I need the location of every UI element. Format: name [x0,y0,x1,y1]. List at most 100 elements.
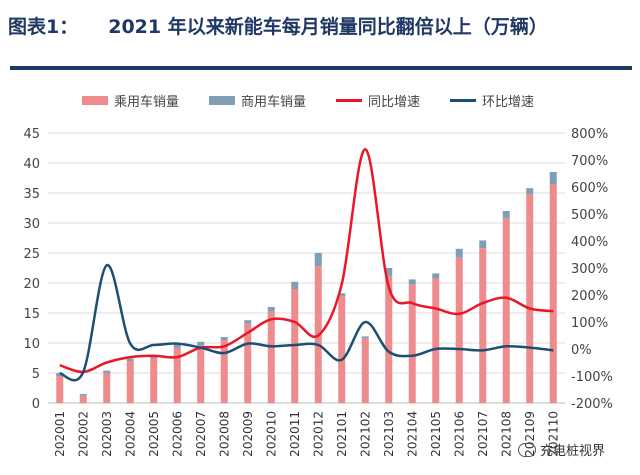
x-tick-label: 202101 [335,411,349,457]
x-tick-label: 202107 [476,411,490,457]
x-tick-label: 202110 [546,411,560,457]
y-left-tick-label: 0 [32,397,40,412]
bar-commercial [549,172,557,184]
bar-commercial [455,248,463,258]
x-tick-label: 202009 [241,411,255,457]
bar-passenger [173,347,181,403]
y-right-tick-label: 300% [571,262,608,277]
legend-label-mom: 环比增速 [482,94,535,110]
line-yoy [59,147,554,374]
x-tick-label: 202006 [170,411,184,457]
y-right-tick-label: 500% [571,208,608,223]
y-right-tick-label: -100% [571,370,613,385]
bar-commercial [220,337,228,340]
bar-passenger [267,311,275,403]
legend-label-yoy: 同比增速 [368,94,421,110]
bar-passenger [432,278,440,403]
bar-passenger [549,184,557,403]
bar-passenger [244,323,252,403]
bar-passenger [150,358,158,403]
bar-commercial [197,341,205,346]
bar-passenger [338,296,346,403]
x-tick-label: 202010 [264,411,278,457]
bar-passenger [220,340,228,403]
bar-commercial [526,188,534,195]
bar-passenger [526,194,534,403]
x-tick-label: 202102 [358,411,372,457]
bar-commercial [267,307,275,312]
x-tick-label: 202104 [405,411,419,457]
bar-commercial [479,240,487,249]
bar-commercial [502,211,510,219]
bar-commercial [361,336,369,339]
y-right-tick-label: 100% [571,316,608,331]
bar-passenger [385,275,393,403]
x-tick-label: 202004 [123,411,137,457]
y-left-tick-label: 30 [23,217,40,232]
legend-swatch-passenger [82,95,108,105]
y-right-tick-label: 600% [571,181,608,196]
bar-passenger [103,373,111,403]
bar-commercial [56,373,64,376]
bar-passenger [479,248,487,403]
bar-passenger [361,338,369,403]
bar-passenger [79,395,87,403]
bar-passenger [197,345,205,403]
bar-passenger [126,361,134,403]
y-right-tick-label: 0% [571,343,592,358]
x-tick-label: 202011 [288,411,302,457]
bar-passenger [502,218,510,403]
x-tick-label: 202105 [429,411,443,457]
y-left-tick-label: 5 [32,367,40,382]
y-left-tick-label: 45 [23,127,40,142]
bar-commercial [408,279,416,285]
y-left-tick-label: 20 [23,277,40,292]
legend-item-mom: 环比增速 [450,91,534,110]
chart-title: 2021 年以来新能车每月销量同比翻倍以上（万辆） [108,15,548,38]
bar-commercial [244,320,252,324]
bar-commercial [291,281,299,289]
bar-commercial [103,370,111,373]
chart-label-prefix: 图表1： [8,15,79,38]
bar-commercial [126,358,134,361]
x-tick-label: 202012 [311,411,325,457]
y-left-tick-label: 40 [23,157,40,172]
x-tick-label: 202002 [76,411,90,457]
y-left-tick-label: 15 [23,307,40,322]
y-left-tick-label: 25 [23,247,40,262]
bar-commercial [385,268,393,276]
legend-item-yoy: 同比增速 [336,91,420,110]
legend-item-passenger: 乘用车销量 [82,91,179,110]
y-right-tick-label: 700% [571,154,608,169]
x-tick-label: 202005 [147,411,161,457]
bar-commercial [338,293,346,297]
legend-label-commercial: 商用车销量 [241,94,307,110]
bar-passenger [408,284,416,403]
watermark-text: 充电桩视界 [540,444,606,459]
line-mom [59,264,554,382]
legend-item-commercial: 商用车销量 [209,91,306,110]
watermark: 充电桩视界 [518,440,605,459]
bar-passenger [455,257,463,403]
y-right-tick-label: 400% [571,235,608,250]
y-right-tick-label: 200% [571,289,608,304]
bar-commercial [432,273,440,279]
y-left-tick-label: 35 [23,187,40,202]
x-tick-label: 202001 [53,411,67,457]
legend-label-passenger: 乘用车销量 [114,94,180,110]
x-tick-label: 202008 [217,411,231,457]
y-left-tick-label: 10 [23,337,40,352]
legend-swatch-commercial [209,95,236,105]
bar-commercial [79,394,87,396]
x-tick-label: 202007 [194,411,208,457]
chart-legend: 乘用车销量 商用车销量 同比增速 环比增速 [82,90,602,110]
x-tick-label: 202106 [452,411,466,457]
title-divider [10,66,632,70]
y-right-tick-label: -200% [571,397,613,412]
chart-title-row: 图表1： 2021 年以来新能车每月销量同比翻倍以上（万辆） [8,8,632,42]
x-tick-label: 202108 [499,411,513,457]
bar-passenger [56,376,64,403]
y-right-tick-label: 800% [571,127,608,142]
x-tick-label: 202103 [382,411,396,457]
